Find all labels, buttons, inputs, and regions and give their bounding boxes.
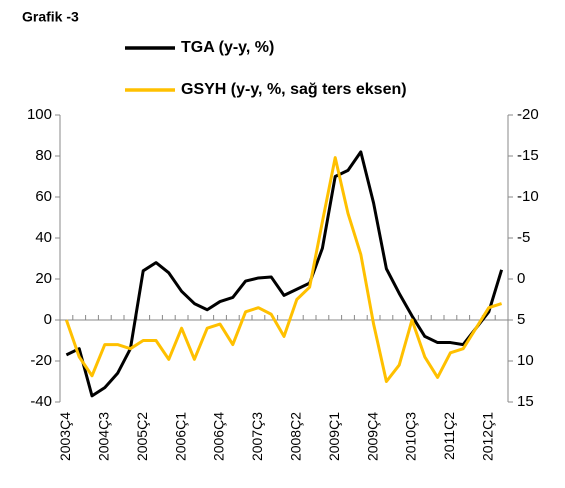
x-tick-label: 2010Ç3: [403, 412, 419, 461]
x-tick-label: 2004Ç3: [96, 412, 112, 461]
x-tick-label: 2006Ç4: [211, 412, 227, 461]
x-tick-label: 2011Ç2: [441, 412, 457, 460]
legend-label: GSYH (y-y, %, sağ ters eksen): [181, 81, 407, 98]
legend-label: TGA (y-y, %): [181, 39, 274, 56]
chart-title: Grafik -3: [22, 9, 79, 25]
y2-tick-label: 10: [517, 352, 534, 369]
x-tick-label: 2003Ç4: [57, 412, 73, 461]
x-tick-label: 2007Ç3: [249, 412, 265, 461]
x-tick-label: 2006Ç1: [172, 412, 188, 461]
series-line: [65, 150, 504, 398]
x-tick-label: 2012Ç1: [480, 412, 496, 461]
y2-tick-label: -20: [517, 106, 539, 123]
y-tick-label: 80: [35, 147, 52, 164]
x-tick-label: 2009Ç4: [364, 412, 380, 461]
x-tick-label: 2009Ç1: [326, 412, 342, 461]
x-tick-label: 2008Ç2: [288, 412, 304, 461]
y2-tick-label: 0: [517, 270, 525, 287]
y2-tick-label: -5: [517, 229, 530, 246]
y2-tick-label: 15: [517, 393, 534, 410]
x-tick-label: 2005Ç2: [134, 412, 150, 461]
y-tick-label: 100: [27, 106, 52, 123]
y-tick-label: 20: [35, 270, 52, 287]
series-line: [64, 156, 503, 383]
y2-tick-label: -10: [517, 188, 539, 205]
y-tick-label: -40: [30, 393, 52, 410]
y2-tick-label: 5: [517, 311, 525, 328]
y2-tick-label: -15: [517, 147, 539, 164]
y-tick-label: -20: [30, 352, 52, 369]
y-tick-label: 40: [35, 229, 52, 246]
y-tick-label: 0: [44, 311, 52, 328]
y-tick-label: 60: [35, 188, 52, 205]
